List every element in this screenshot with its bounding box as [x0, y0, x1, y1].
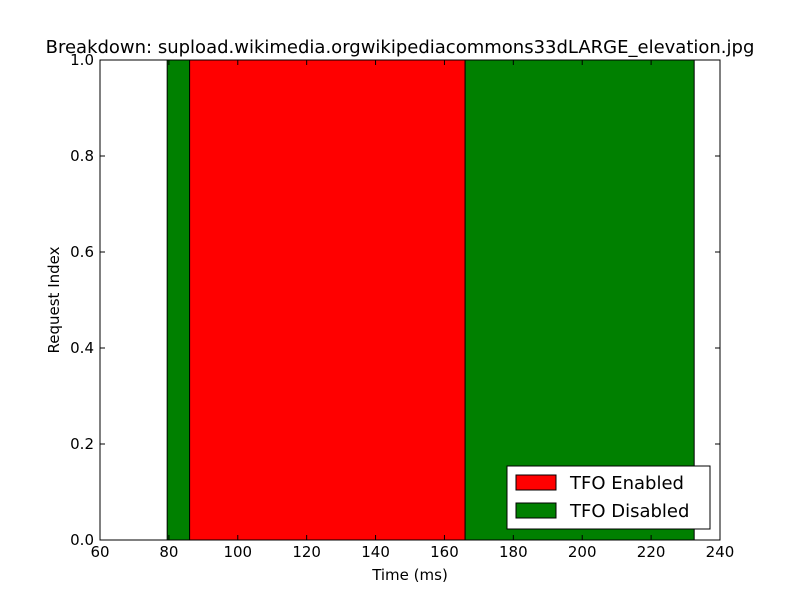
span-tfo-enabled-0 [189, 59, 466, 541]
legend-swatch-1 [515, 502, 557, 519]
x-tick-label: 160 [430, 543, 459, 561]
y-tick-label: 0.4 [70, 339, 94, 357]
axis-ticks: 60 80 100 120 140 160 180 200 220 240 0.0 0.2 0.4 0.6… [70, 51, 734, 561]
y-tick-label: 0.8 [70, 147, 94, 165]
x-tick-label: 120 [292, 543, 321, 561]
chart-title: Breakdown: supload.wikimedia.orgwikipedi… [46, 37, 755, 58]
x-tick-label: 60 [90, 543, 109, 561]
x-tick-label: 180 [499, 543, 528, 561]
x-tick-label: 100 [223, 543, 252, 561]
x-tick-label: 240 [706, 543, 735, 561]
legend: TFO Enabled TFO Disabled [506, 465, 711, 530]
legend-label-1: TFO Disabled [569, 501, 689, 522]
span-tfo-disabled-0 [166, 59, 191, 541]
x-tick-label: 140 [361, 543, 390, 561]
legend-swatch-0 [515, 474, 557, 491]
y-tick-label: 1.0 [70, 51, 94, 69]
x-tick-label: 200 [568, 543, 597, 561]
x-tick-label: 220 [637, 543, 666, 561]
legend-label-0: TFO Enabled [569, 473, 684, 494]
y-tick-label: 0.6 [70, 243, 94, 261]
y-tick-label: 0.0 [70, 531, 94, 549]
plot-frame [99, 59, 721, 541]
x-axis-label: Time (ms) [371, 566, 448, 584]
y-tick-label: 0.2 [70, 435, 94, 453]
x-tick-label: 80 [159, 543, 178, 561]
chart-spans [166, 59, 695, 541]
y-axis-label: Request Index [45, 246, 63, 353]
